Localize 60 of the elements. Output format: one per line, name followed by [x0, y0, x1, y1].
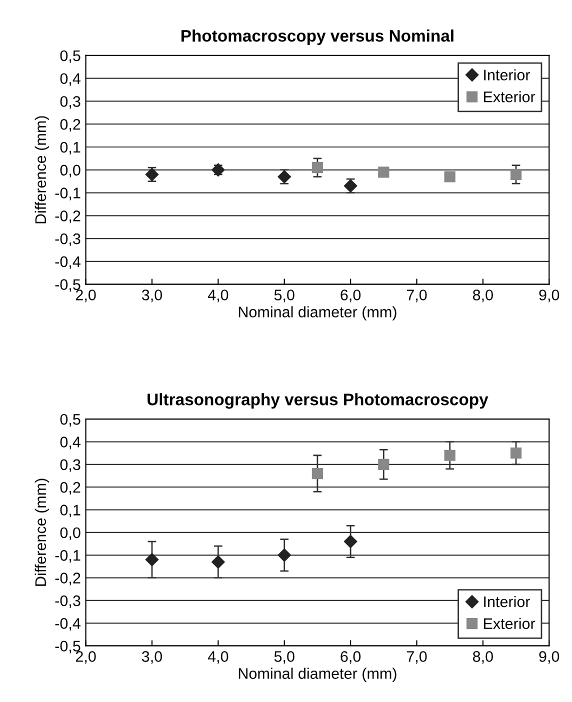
legend-label: Interior: [484, 69, 530, 80]
chart-title: Photomacroscopy versus Nominal: [182, 29, 454, 46]
point: [510, 168, 522, 180]
y-tick-label: 0,4: [60, 436, 80, 450]
x-tick-label: 7,0: [406, 651, 427, 664]
point: [378, 166, 390, 178]
x-axis-title: Nominal diameter (mm): [238, 306, 396, 320]
x-tick-label: 9,0: [539, 651, 560, 664]
x-tick-label: 4,0: [208, 290, 228, 302]
y-axis-title: Difference (mm): [34, 478, 50, 586]
y-tick-label: -0,5: [55, 640, 80, 654]
x-axis-title: Nominal diameter (mm): [238, 668, 396, 682]
x-tick-label: 5,0: [274, 290, 294, 302]
y-tick-label: -0,1: [55, 188, 80, 200]
y-tick-label: -0,5: [55, 279, 80, 292]
x-tick-label: 3,0: [142, 290, 162, 302]
y-tick-label: 0,1: [60, 504, 80, 518]
y-tick-label: 0,0: [60, 164, 80, 178]
y-tick-label: -0,4: [55, 618, 80, 631]
point: [344, 534, 358, 548]
point: [278, 548, 291, 562]
x-tick-label: 2,0: [76, 290, 96, 302]
x-tick-label: 2,0: [76, 651, 96, 664]
x-tick-label: 6,0: [340, 290, 361, 302]
point: [312, 468, 324, 480]
y-tick-label: 0,2: [60, 482, 80, 495]
x-tick-label: 5,0: [274, 651, 294, 664]
y-tick-label: 0,0: [60, 527, 80, 540]
point: [378, 458, 390, 470]
x-tick-label: 3,0: [142, 651, 162, 664]
point: [444, 450, 456, 461]
y-tick-label: 0,1: [60, 142, 80, 154]
legend-label: Interior: [484, 596, 530, 608]
chart-title: Ultrasonography versus Photomacroscopy: [148, 393, 488, 409]
y-tick-label: -0,2: [55, 572, 80, 586]
y-tick-label: -0,3: [55, 233, 80, 246]
y-tick-label: 0,4: [60, 73, 80, 86]
x-tick-label: 4,0: [208, 651, 228, 664]
y-tick-label: -0,4: [55, 256, 80, 269]
y-tick-label: 0,5: [60, 414, 80, 427]
point: [212, 555, 225, 569]
x-tick-label: 7,0: [406, 290, 427, 302]
point: [444, 171, 456, 182]
y-tick-label: -0,1: [55, 550, 80, 563]
x-tick-label: 8,0: [472, 651, 493, 664]
x-tick-label: 6,0: [340, 651, 361, 664]
y-axis-title: Difference (mm): [34, 116, 50, 224]
x-tick-label: 8,0: [472, 290, 493, 302]
y-tick-label: 0,2: [60, 118, 80, 132]
y-tick-label: 0,5: [60, 50, 80, 63]
x-tick-label: 9,0: [539, 290, 560, 302]
y-tick-label: 0,3: [60, 96, 80, 109]
point: [312, 162, 324, 174]
point: [145, 553, 159, 566]
y-tick-label: 0,3: [60, 459, 80, 472]
legend-label: Exterior: [484, 91, 536, 102]
point: [510, 448, 522, 459]
y-tick-label: -0,2: [55, 210, 80, 224]
y-tick-label: -0,3: [55, 595, 80, 608]
legend-label: Exterior: [484, 618, 536, 630]
